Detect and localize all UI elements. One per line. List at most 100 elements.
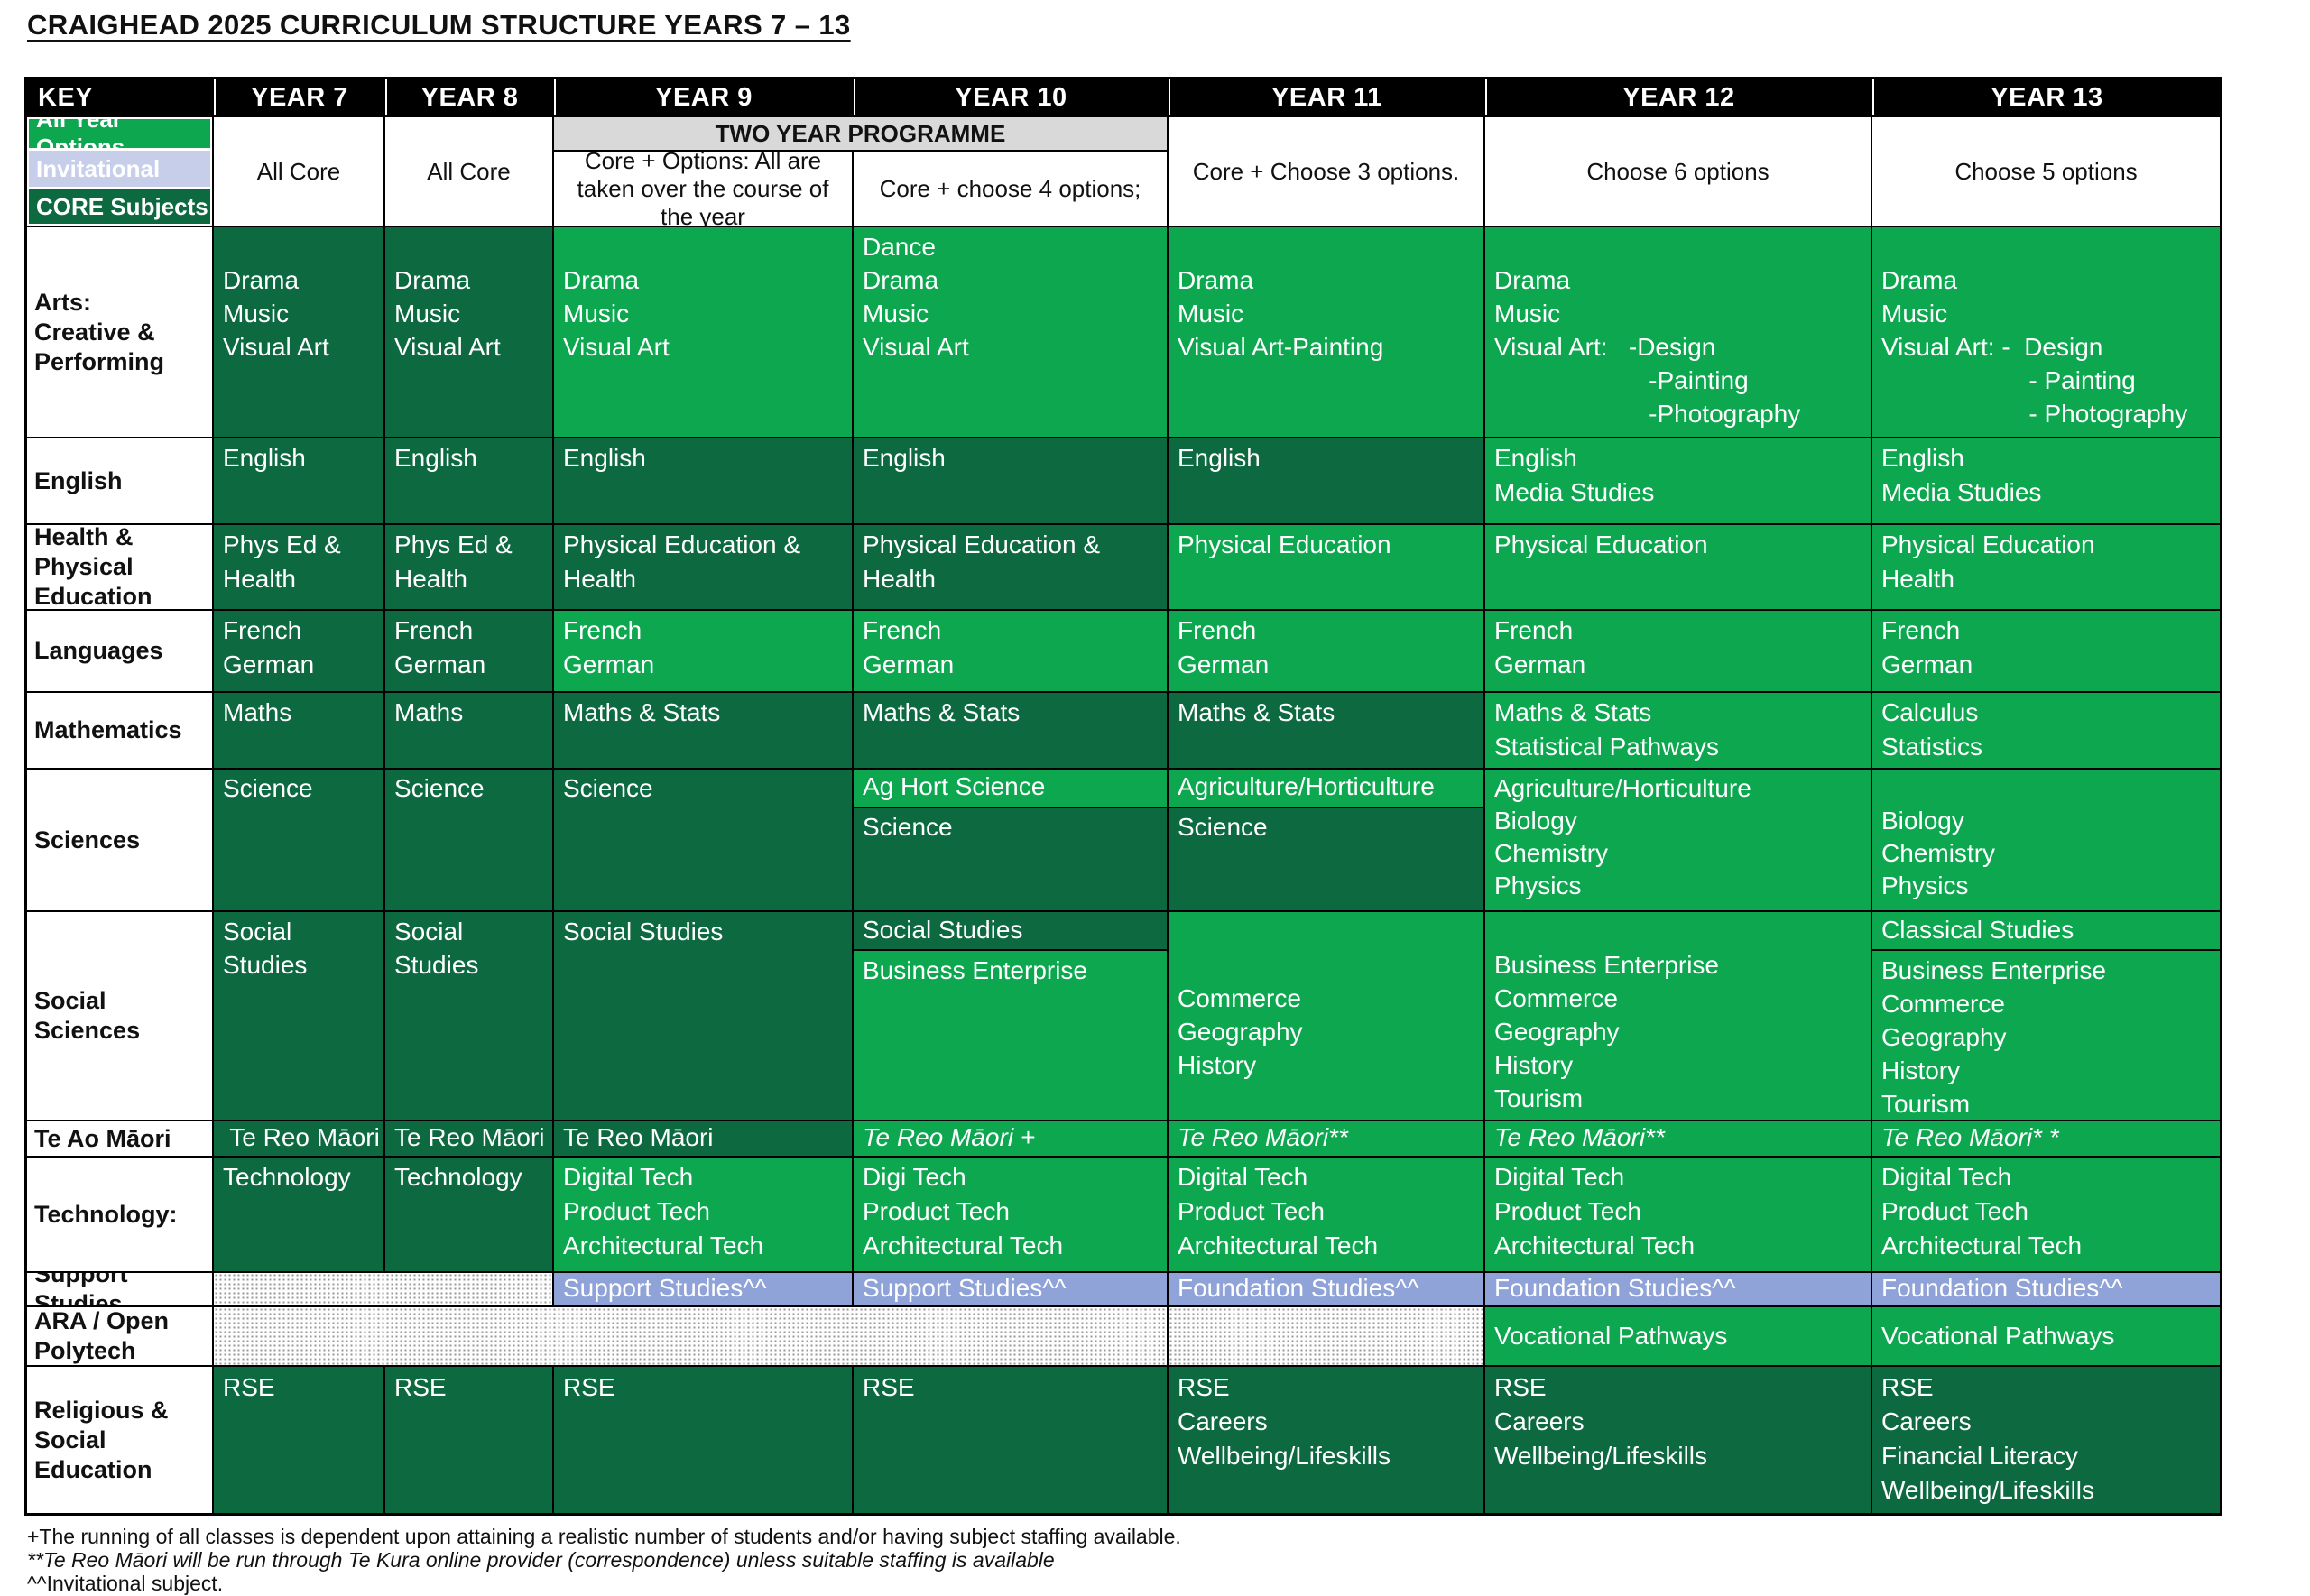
subject-text: French bbox=[1178, 616, 1257, 644]
subject-cell-languages-year12: French German bbox=[1485, 611, 1871, 691]
subject-text: Drama bbox=[1494, 266, 1571, 294]
subject-cell-ara-year11 bbox=[1169, 1307, 1483, 1365]
subject-block: Science bbox=[1169, 808, 1483, 910]
subject-block: French German bbox=[214, 611, 383, 691]
options-descriptor-year11: Core + Choose 3 options. bbox=[1169, 117, 1483, 226]
subject-block: Business Enterprise Commerce Geography Hist… bbox=[1872, 951, 2220, 1120]
subject-text: Careers bbox=[1881, 1407, 1972, 1435]
subject-text: Classical Studies bbox=[1881, 916, 2074, 944]
subject-block: English Media Studies bbox=[1872, 438, 2220, 523]
subject-cell-social-sciences-year13: Classical Studies Business Enterprise Comm… bbox=[1872, 912, 2220, 1120]
subject-cell-social-sciences-year10: Social Studies Business Enterprise bbox=[854, 912, 1167, 1120]
subject-text: Drama bbox=[1881, 266, 1958, 294]
table-header-row: KEY YEAR 7 YEAR 8 YEAR 9 YEAR 10 YEAR 11… bbox=[27, 79, 2220, 115]
options-descriptor-year12: Choose 6 options bbox=[1485, 117, 1871, 226]
subject-text: Te Reo Māori bbox=[394, 1123, 545, 1151]
subject-text: Maths bbox=[394, 698, 464, 726]
year-header-8: YEAR 8 bbox=[385, 79, 552, 115]
subject-block: Phys Ed & Health bbox=[214, 525, 383, 609]
subject-cell-arts-year7: Drama Music Visual Art bbox=[214, 227, 383, 437]
subject-text: Architectural Tech bbox=[1494, 1232, 1696, 1259]
subject-cell-languages-year8: French German bbox=[385, 611, 552, 691]
subject-text: Health bbox=[863, 565, 936, 593]
subject-cell-languages-year10: French German bbox=[854, 611, 1167, 691]
subject-cell-languages-year7: French German bbox=[214, 611, 383, 691]
subject-text: Geography bbox=[1178, 1018, 1303, 1046]
subject-cell-technology-year12: Digital Tech Product Tech Architectural Te… bbox=[1485, 1158, 1871, 1271]
row-label-health: Health & Physical Education bbox=[27, 525, 212, 609]
subject-block: French German bbox=[385, 611, 552, 691]
subject-block: Drama Music Visual Art: -Design -Painting … bbox=[1485, 227, 1871, 437]
subject-block: Physical Education Health bbox=[1872, 525, 2220, 609]
subject-cell-english-year10: English bbox=[854, 438, 1167, 523]
subject-block: Te Reo Māori** bbox=[1485, 1121, 1871, 1156]
options-descriptor-year10: Core + choose 4 options; bbox=[854, 152, 1167, 226]
unavailable-hatch-area bbox=[1169, 1307, 1483, 1365]
subject-text: Physical Education & bbox=[563, 530, 801, 558]
subject-text: Science bbox=[394, 774, 485, 802]
subject-text: Maths & Stats bbox=[1178, 698, 1335, 726]
subject-block: Support Studies^^ bbox=[854, 1273, 1167, 1305]
row-label-line: Languages bbox=[34, 637, 163, 664]
subject-block: RSE Careers Wellbeing/Lifeskills bbox=[1485, 1367, 1871, 1513]
subject-text: RSE bbox=[563, 1373, 615, 1401]
subject-block: Foundation Studies^^ bbox=[1169, 1273, 1483, 1305]
subject-cell-english-year12: English Media Studies bbox=[1485, 438, 1871, 523]
subject-text: Financial Literacy bbox=[1881, 1442, 2078, 1470]
subject-cell-mathematics-year8: Maths bbox=[385, 693, 552, 768]
two-year-programme-banner: TWO YEAR PROGRAMME bbox=[554, 117, 1167, 150]
subject-row-technology: Technology: Technology Technology Digital T… bbox=[27, 1158, 2220, 1271]
subject-text: RSE bbox=[1494, 1373, 1547, 1401]
subject-text bbox=[1881, 230, 2211, 263]
subject-text: German bbox=[1881, 650, 1973, 678]
options-descriptor-year13: Choose 5 options bbox=[1872, 117, 2220, 226]
subject-text: Business Enterprise bbox=[1881, 956, 2107, 984]
row-label-ara: ARA / Open Polytech bbox=[27, 1307, 212, 1365]
subject-block: RSE Careers Wellbeing/Lifeskills bbox=[1169, 1367, 1483, 1513]
subject-block: Digi Tech Product Tech Architectural Tech bbox=[854, 1158, 1167, 1271]
subject-cell-social-sciences-year11: Commerce Geography History bbox=[1169, 912, 1483, 1120]
subject-text: Agriculture/Horticulture bbox=[1178, 772, 1435, 800]
subject-cell-sciences-year10: Ag Hort Science Science bbox=[854, 770, 1167, 910]
subject-block: Agriculture/Horticulture bbox=[1169, 770, 1483, 808]
subject-cell-social-sciences-year8: Social Studies bbox=[385, 912, 552, 1120]
subject-text: Maths & Stats bbox=[1494, 698, 1652, 726]
subject-cell-ara-year13: Vocational Pathways bbox=[1872, 1307, 2220, 1365]
subject-text: Maths bbox=[223, 698, 292, 726]
subject-cell-health-year10: Physical Education & Health bbox=[854, 525, 1167, 609]
subject-row-te-ao-maori: Te Ao Māori Te Reo Māori Te Reo Māori Te R… bbox=[27, 1121, 2220, 1156]
subject-block: Technology bbox=[214, 1158, 383, 1271]
subject-text: Digital Tech bbox=[1494, 1163, 1625, 1191]
subject-text: English bbox=[1881, 444, 1964, 472]
row-label-line: English bbox=[34, 466, 123, 494]
subject-text: Support Studies^^ bbox=[563, 1274, 767, 1302]
subject-cell-support-studies-year7 bbox=[214, 1273, 552, 1305]
subject-text: English bbox=[394, 444, 477, 472]
subject-cell-rse-year11: RSE Careers Wellbeing/Lifeskills bbox=[1169, 1367, 1483, 1513]
footnote: +The running of all classes is dependent… bbox=[27, 1525, 1181, 1548]
row-label-support-studies: Support Studies bbox=[27, 1273, 212, 1305]
row-label-line: Social Sciences bbox=[34, 987, 141, 1044]
subject-cell-sciences-year7: Science bbox=[214, 770, 383, 910]
subject-text: RSE bbox=[863, 1373, 915, 1401]
subject-text: Tourism bbox=[1494, 1084, 1584, 1112]
footnotes: +The running of all classes is dependent… bbox=[27, 1525, 1181, 1595]
subject-cell-support-studies-year9: Support Studies^^ bbox=[554, 1273, 852, 1305]
subject-text: English bbox=[223, 444, 306, 472]
subject-text: French bbox=[394, 616, 474, 644]
subject-text: Architectural Tech bbox=[1178, 1232, 1379, 1259]
subject-text: - Photography bbox=[1881, 400, 2188, 428]
subject-text: English bbox=[1494, 444, 1577, 472]
subject-cell-technology-year9: Digital Tech Product Tech Architectural Te… bbox=[554, 1158, 852, 1271]
subject-cell-english-year7: English bbox=[214, 438, 383, 523]
subject-row-support-studies: Support Studies Support Studies^^ Support … bbox=[27, 1273, 2220, 1305]
row-label-english: English bbox=[27, 438, 212, 523]
subject-block: French German bbox=[1872, 611, 2220, 691]
subject-text bbox=[1178, 948, 1474, 982]
subject-text: Studies bbox=[223, 951, 308, 979]
row-label-line: Physical bbox=[34, 553, 134, 580]
subject-block: French German bbox=[1485, 611, 1871, 691]
subject-text: Architectural Tech bbox=[863, 1232, 1064, 1259]
subject-cell-mathematics-year12: Maths & Stats Statistical Pathways bbox=[1485, 693, 1871, 768]
subject-cell-languages-year13: French German bbox=[1872, 611, 2220, 691]
